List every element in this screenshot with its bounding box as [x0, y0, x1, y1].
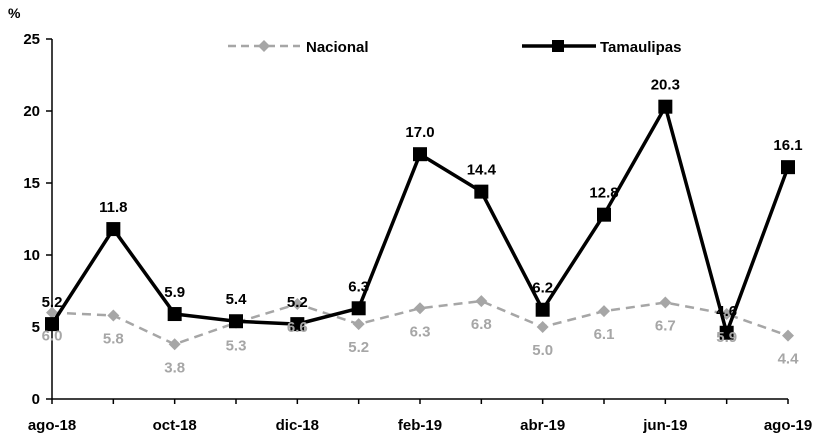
tamaulipas-data-label: 16.1	[773, 137, 802, 154]
y-tick-label: 15	[23, 175, 40, 192]
nacional-data-label: 3.8	[164, 359, 185, 376]
tamaulipas-data-label: 4.6	[716, 303, 737, 320]
nacional-data-label: 4.4	[778, 351, 800, 368]
tamaulipas-point	[535, 302, 550, 317]
x-tick-label: ago-18	[28, 417, 76, 434]
nacional-point	[291, 297, 304, 310]
tamaulipas-data-label: 6.2	[532, 280, 553, 297]
tamaulipas-point	[719, 325, 734, 340]
legend-item-nacional: Nacional	[228, 39, 369, 56]
legend-nacional-label: Nacional	[306, 39, 369, 56]
nacional-point	[168, 338, 181, 351]
tamaulipas-point	[229, 314, 243, 329]
nacional-data-label: 6.3	[410, 323, 431, 340]
data-labels-tamaulipas: 5.2 11.8 5.9 5.4 5.2 6.3 17.0 14.4 6.2 12.8 20.3 4.…	[42, 77, 803, 320]
nacional-data-label: 6.8	[471, 316, 492, 333]
tamaulipas-data-label: 11.8	[99, 199, 127, 216]
y-tick-label: 10	[23, 247, 40, 264]
tamaulipas-point	[351, 301, 366, 316]
tamaulipas-data-label: 5.9	[164, 284, 185, 301]
y-tick-label: 25	[23, 31, 40, 48]
tamaulipas-point	[106, 222, 121, 237]
x-tick-label: ago-19	[764, 417, 812, 434]
x-tick-label: oct-18	[153, 417, 197, 434]
nacional-point	[475, 295, 488, 308]
nacional-point	[414, 302, 426, 315]
y-axis-ticks: 0 5 10 15 20 25	[23, 31, 52, 408]
nacional-point	[782, 329, 794, 342]
tamaulipas-point	[597, 207, 611, 222]
legend-tamaulipas-square-icon	[552, 40, 564, 52]
tamaulipas-data-label: 5.4	[226, 291, 248, 308]
nacional-data-label: 5.0	[532, 342, 553, 359]
nacional-data-label: 6.7	[655, 318, 676, 335]
tamaulipas-data-label: 14.4	[467, 162, 497, 179]
x-tick-label: dic-18	[276, 417, 319, 434]
legend-nacional-diamond-icon	[258, 40, 270, 52]
legend-item-tamaulipas: Tamaulipas	[522, 39, 681, 56]
nacional-data-label: 6.1	[594, 326, 615, 343]
tamaulipas-data-label: 12.8	[589, 185, 618, 202]
nacional-data-label: 6.6	[287, 319, 308, 336]
nacional-data-label: 5.3	[226, 338, 247, 355]
tamaulipas-point	[658, 99, 673, 114]
tamaulipas-data-label: 5.2	[42, 294, 63, 311]
nacional-point	[46, 306, 58, 319]
nacional-data-label: 5.2	[348, 339, 369, 356]
nacional-point	[598, 305, 610, 318]
tamaulipas-point	[290, 317, 305, 332]
data-labels-nacional: 6.0 5.8 3.8 5.3 6.6 5.2 6.3 6.8 5.0 6.1 6.7 5.9 4.4	[42, 316, 800, 376]
x-tick-label: feb-19	[398, 417, 442, 434]
tamaulipas-point	[45, 317, 59, 332]
legend: Nacional Tamaulipas	[228, 39, 681, 56]
tamaulipas-data-label: 20.3	[651, 77, 680, 94]
nacional-data-label: 5.9	[716, 329, 737, 346]
tamaulipas-point	[474, 184, 489, 199]
nacional-data-label: 6.0	[42, 328, 63, 345]
nacional-point	[659, 296, 672, 309]
nacional-point	[107, 309, 120, 322]
legend-tamaulipas-label: Tamaulipas	[600, 39, 681, 56]
series-tamaulipas	[45, 99, 795, 340]
x-tick-label: jun-19	[642, 417, 687, 434]
nacional-point	[352, 318, 365, 331]
tamaulipas-data-label: 6.3	[348, 278, 369, 295]
y-tick-label: 0	[32, 391, 40, 408]
tamaulipas-point	[781, 160, 795, 175]
tamaulipas-data-label: 17.0	[405, 124, 434, 141]
x-tick-label: abr-19	[520, 417, 565, 434]
y-tick-label: 20	[23, 103, 40, 120]
tamaulipas-point	[413, 147, 427, 162]
tamaulipas-data-label: 5.2	[287, 294, 308, 311]
y-axis-unit-label: %	[8, 5, 21, 21]
nacional-data-label: 5.8	[103, 330, 124, 347]
nacional-point	[536, 321, 549, 333]
x-axis-ticks: ago-18 oct-18 dic-18 feb-19 abr-19 jun-19 ago-…	[28, 399, 812, 434]
tamaulipas-point	[167, 307, 182, 322]
y-tick-label: 5	[32, 319, 40, 336]
